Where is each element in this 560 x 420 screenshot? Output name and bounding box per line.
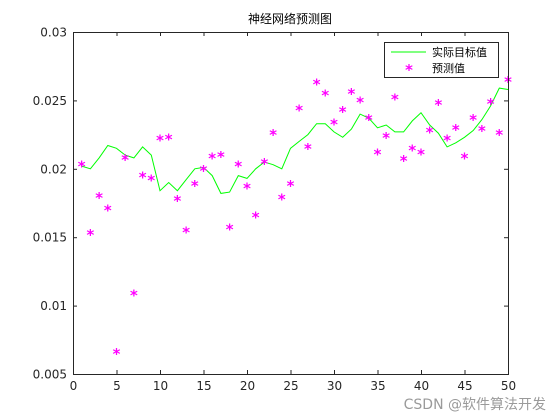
data-point-predicted: * (443, 132, 452, 150)
data-point-predicted: * (382, 129, 391, 147)
data-point-predicted: * (356, 93, 365, 111)
x-tick-label: 10 (153, 379, 168, 393)
y-tick-label: 0.01 (40, 299, 67, 313)
data-point-predicted: * (373, 145, 382, 163)
y-tick-label: 0.005 (33, 368, 67, 382)
data-point-predicted: * (208, 149, 217, 167)
legend: 实际目标值 * 预测值 (384, 42, 499, 79)
data-point-predicted: * (477, 122, 486, 140)
data-point-predicted: * (416, 145, 425, 163)
x-tick-label: 25 (283, 379, 298, 393)
data-point-predicted: * (147, 171, 156, 189)
data-point-predicted: * (173, 192, 182, 210)
legend-label-actual: 实际目标值 (432, 45, 487, 59)
data-point-predicted: * (277, 191, 286, 209)
data-point-predicted: * (190, 177, 199, 195)
data-point-predicted: * (303, 140, 312, 158)
data-point-predicted: * (95, 189, 104, 207)
series-layer: ******** ** ****** **************** ******* *… (77, 73, 512, 363)
data-point-predicted: * (399, 152, 408, 170)
tick-layer: 0 5 10 15 20 25 30 35 40 45 50 0.005 0.01 0.015 0.02 0.… (33, 26, 517, 394)
data-point-predicted: * (460, 149, 469, 167)
plot-area (73, 32, 508, 374)
data-point-predicted: * (260, 155, 269, 173)
legend-box (384, 42, 499, 78)
data-point-predicted: * (295, 102, 304, 120)
y-tick-label: 0.025 (33, 94, 67, 108)
data-point-predicted: * (390, 91, 399, 109)
data-point-predicted: * (425, 123, 434, 141)
data-point-predicted: * (495, 126, 504, 144)
data-point-predicted: * (338, 103, 347, 121)
data-point-predicted: * (321, 87, 330, 105)
data-point-predicted: * (103, 201, 112, 219)
data-point-predicted: * (138, 169, 147, 187)
data-point-predicted: * (112, 345, 121, 363)
x-tick-label: 5 (113, 379, 121, 393)
data-point-predicted: * (86, 226, 95, 244)
data-point-predicted: * (251, 208, 260, 226)
legend-marker-swatch: * (404, 61, 413, 79)
series-line-actual (81, 87, 509, 194)
data-point-predicted: * (347, 85, 356, 103)
data-point-predicted: * (312, 76, 321, 94)
x-tick-label: 35 (370, 379, 385, 393)
data-point-predicted: * (286, 177, 295, 195)
data-point-predicted: * (408, 141, 417, 159)
legend-label-predicted: 预测值 (432, 62, 465, 75)
watermark: CSDN @软件算法开发 (403, 397, 546, 413)
data-point-predicted: * (242, 180, 251, 198)
y-tick-label: 0.03 (40, 26, 67, 40)
x-tick-label: 15 (196, 379, 211, 393)
chart-title: 神经网络预测图 (248, 11, 332, 26)
data-point-predicted: * (486, 95, 495, 113)
data-point-predicted: * (329, 115, 338, 133)
data-point-predicted: * (164, 130, 173, 148)
x-tick-label: 20 (240, 379, 255, 393)
x-tick-label: 30 (327, 379, 342, 393)
x-tick-label: 40 (414, 379, 429, 393)
data-point-predicted: * (182, 223, 191, 241)
data-point-predicted: * (216, 148, 225, 166)
data-point-predicted: * (129, 286, 138, 304)
x-tick-label: 45 (457, 379, 472, 393)
y-tick-label: 0.02 (40, 162, 67, 176)
data-point-predicted: * (469, 111, 478, 129)
data-point-predicted: * (77, 158, 86, 176)
data-point-predicted: * (364, 111, 373, 129)
data-point-predicted: * (225, 221, 234, 239)
data-point-predicted: * (199, 162, 208, 180)
data-point-predicted: * (451, 121, 460, 139)
x-tick-label: 50 (501, 379, 516, 393)
data-point-predicted: * (434, 96, 443, 114)
x-tick-label: 0 (70, 379, 78, 393)
y-tick-label: 0.015 (33, 231, 67, 245)
data-point-predicted: * (155, 132, 164, 150)
data-point-predicted: * (121, 151, 130, 169)
data-point-predicted: * (234, 158, 243, 176)
data-point-predicted: * (269, 126, 278, 144)
